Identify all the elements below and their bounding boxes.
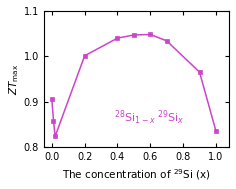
- Y-axis label: $ZT_{\mathrm{max}}$: $ZT_{\mathrm{max}}$: [7, 63, 21, 94]
- Text: $^{28}$Si$_{1-x}$ $^{29}$Si$_{x}$: $^{28}$Si$_{1-x}$ $^{29}$Si$_{x}$: [114, 109, 185, 127]
- X-axis label: The concentration of $^{29}$Si (x): The concentration of $^{29}$Si (x): [62, 167, 211, 182]
